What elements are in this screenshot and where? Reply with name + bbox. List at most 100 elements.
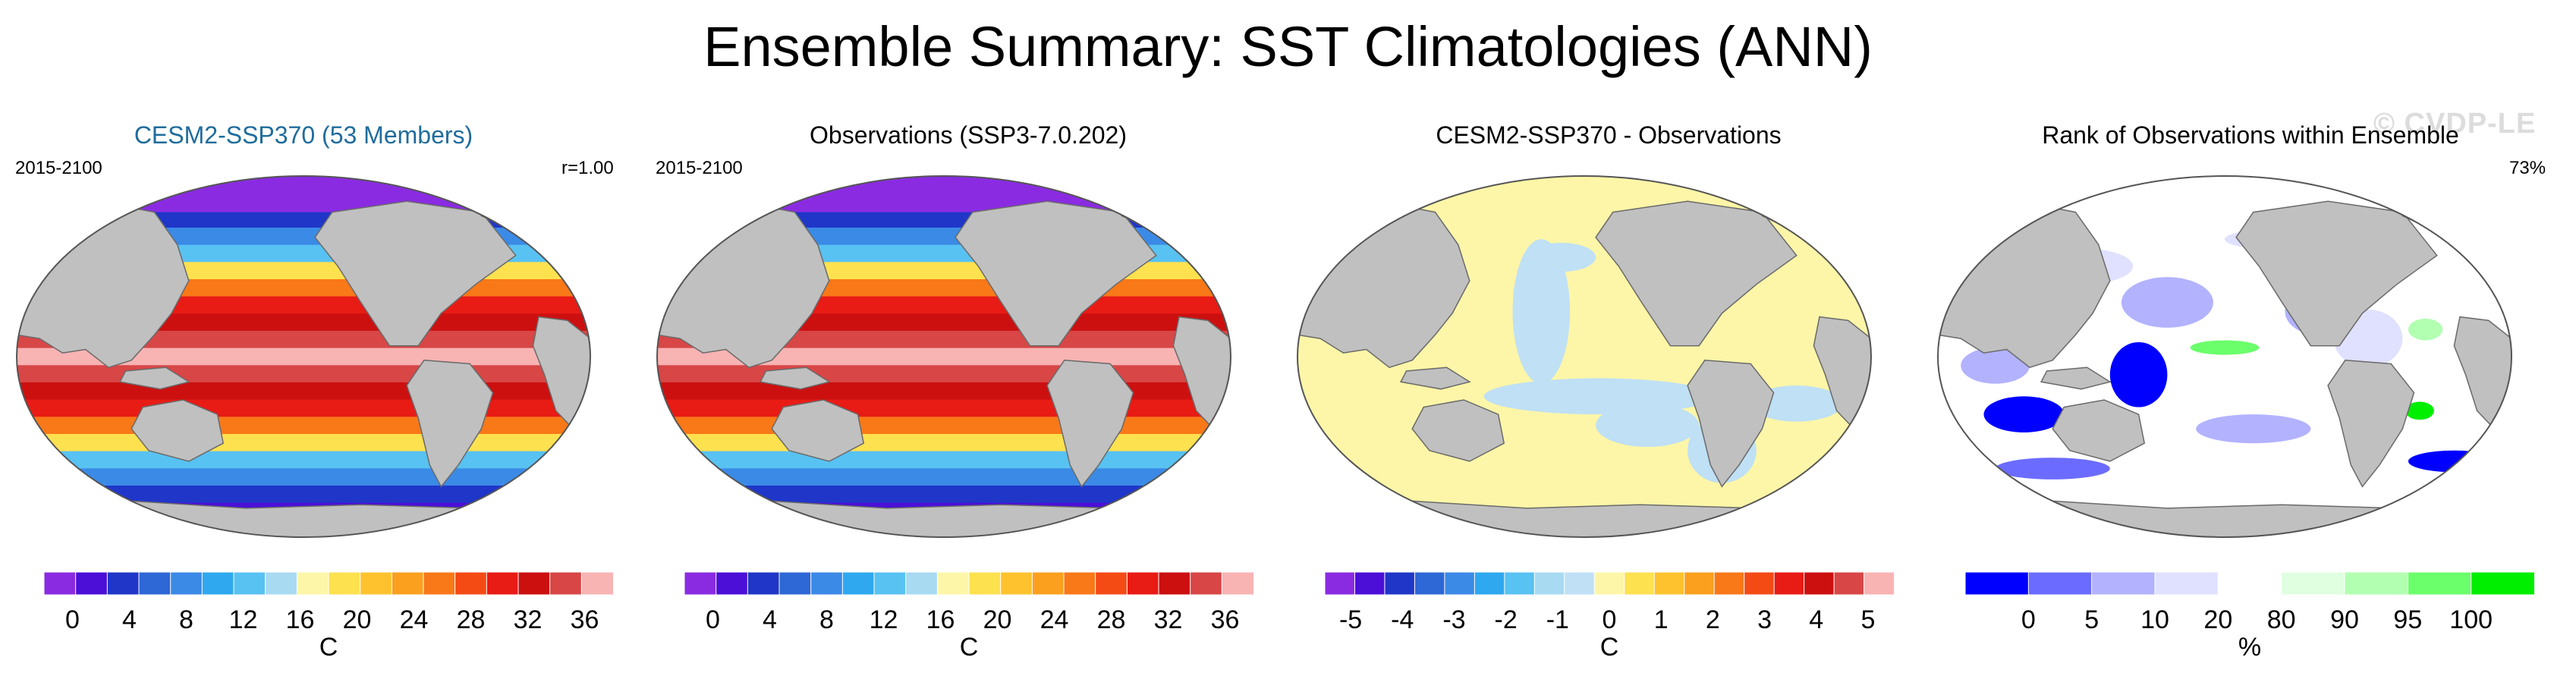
colorbar-3-tick-label: 1: [1654, 605, 1669, 634]
colorbar-2-box: [1063, 571, 1096, 596]
colorbar-3-box: [1354, 571, 1386, 596]
map-panel-2: [657, 176, 1231, 537]
colorbar-1-box: [170, 571, 203, 596]
map-border: [1937, 175, 2512, 538]
colorbar-1-box: [265, 571, 298, 596]
land-namerica: [1595, 200, 1798, 347]
colorbar-1-tick-label: 24: [400, 605, 429, 634]
land-samerica: [2327, 360, 2415, 488]
sst-band: [17, 331, 590, 349]
colorbar-1-tick-label: 12: [229, 605, 258, 634]
colorbar-4-box: [2027, 571, 2093, 596]
colorbar-3-box: [1773, 571, 1805, 596]
colorbar-2-box: [968, 571, 1002, 596]
colorbar-3-box: [1384, 571, 1416, 596]
panel-2-title: Observations (SSP3-7.0.202): [810, 121, 1127, 149]
colorbar-4-box: [2281, 571, 2346, 596]
colorbar-1-units: C: [319, 633, 338, 662]
sst-band: [17, 434, 590, 452]
figure-title: Ensemble Summary: SST Climatologies (ANN…: [703, 15, 1873, 78]
colorbar-2-box: [1158, 571, 1191, 596]
map-panel-4: [1938, 176, 2512, 537]
rank-region: [2405, 401, 2434, 420]
colorbar-2-tick-label: 28: [1097, 605, 1126, 634]
colorbar-4-box: [1964, 571, 2030, 596]
sst-band: [657, 468, 1231, 486]
rank-region: [2408, 450, 2500, 473]
colorbar-2-tick-label: 32: [1154, 605, 1183, 634]
colorbar-4-box: [2154, 571, 2219, 596]
colorbar-3-box: [1624, 571, 1656, 596]
colorbar-3-tick-label: 3: [1757, 605, 1772, 634]
colorbar-2-units: C: [960, 633, 979, 662]
colorbar-2-tick-label: 24: [1040, 605, 1069, 634]
colorbar-1-box: [454, 571, 488, 596]
colorbar-2-box: [778, 571, 812, 596]
panel-4-title: Rank of Observations within Ensemble: [2042, 121, 2459, 149]
sst-band: [17, 468, 590, 486]
colorbar-3-box: [1504, 571, 1536, 596]
colorbar-3-tick-label: -1: [1546, 605, 1569, 634]
colorbar-2-box: [810, 571, 844, 596]
sst-band: [17, 399, 590, 418]
colorbar-3-box: [1833, 571, 1865, 596]
colorbar-1-tick-label: 36: [571, 605, 599, 634]
colorbar-1-box: [360, 571, 393, 596]
sst-band: [657, 451, 1231, 470]
colorbar-2-box: [684, 571, 717, 596]
land-indonesia: [759, 366, 831, 390]
panel-3-title: CESM2-SSP370 - Observations: [1436, 121, 1782, 149]
land-australia: [771, 399, 865, 462]
colorbar-2-box: [936, 571, 970, 596]
land-indonesia: [1399, 366, 1471, 390]
arctic-ice: [657, 187, 1231, 212]
rank-region: [2196, 414, 2311, 444]
colorbar-2-box: [1095, 571, 1128, 596]
colorbar-4-tick-label: 20: [2203, 605, 2232, 634]
colorbar-3-box: [1324, 571, 1356, 596]
colorbar-3-tick-label: 4: [1809, 605, 1823, 634]
colorbar-4-box: [2344, 571, 2409, 596]
colorbar-4-box: [2217, 571, 2282, 596]
colorbar-3-box: [1474, 571, 1505, 596]
rank-region: [2109, 341, 2168, 407]
colorbar-3-box: [1414, 571, 1445, 596]
colorbar-1-box: [296, 571, 330, 596]
colorbar-3-box: [1593, 571, 1625, 596]
colorbar-3-box: [1804, 571, 1835, 596]
colorbar-2-box: [1190, 571, 1223, 596]
colorbar-4-tick-label: 95: [2393, 605, 2422, 634]
land-australia: [1411, 399, 1505, 462]
colorbar-1-box: [423, 571, 456, 596]
negative-difference-region: [1512, 239, 1571, 384]
colorbar-1-box: [233, 571, 266, 596]
colorbar-2-box: [716, 571, 749, 596]
sst-band: [17, 365, 590, 383]
rank-region: [1995, 457, 2110, 479]
colorbar-3-box: [1864, 571, 1895, 596]
colorbar-4-box: [2407, 571, 2472, 596]
panel-1-period: 2015-2100: [15, 158, 102, 178]
sst-band: [657, 417, 1231, 435]
colorbar-2-box: [841, 571, 876, 596]
rank-region: [1961, 347, 2030, 384]
colorbar-1-box: [201, 571, 235, 596]
map-border: [656, 175, 1231, 538]
sst-band: [657, 382, 1231, 401]
colorbar-4-box: [2471, 571, 2536, 596]
colorbar-1-tick-label: 4: [122, 605, 137, 634]
colorbar-1-box: [106, 571, 140, 596]
sst-band: [657, 210, 1231, 228]
colorbar-2-tick-label: 12: [870, 605, 898, 634]
land-antarctica: [1297, 500, 1871, 537]
colorbar-1-tick-label: 8: [179, 605, 193, 634]
colorbar-1-box: [549, 571, 583, 596]
colorbar-3-box: [1684, 571, 1716, 596]
colorbar-4-tick-label: 0: [2021, 605, 2036, 634]
sst-band: [657, 399, 1231, 418]
colorbar-1-box: [517, 571, 551, 596]
colorbar-1-box: [486, 571, 519, 596]
colorbar-3-box: [1713, 571, 1745, 596]
watermark: © CVDP-LE: [2373, 108, 2537, 140]
